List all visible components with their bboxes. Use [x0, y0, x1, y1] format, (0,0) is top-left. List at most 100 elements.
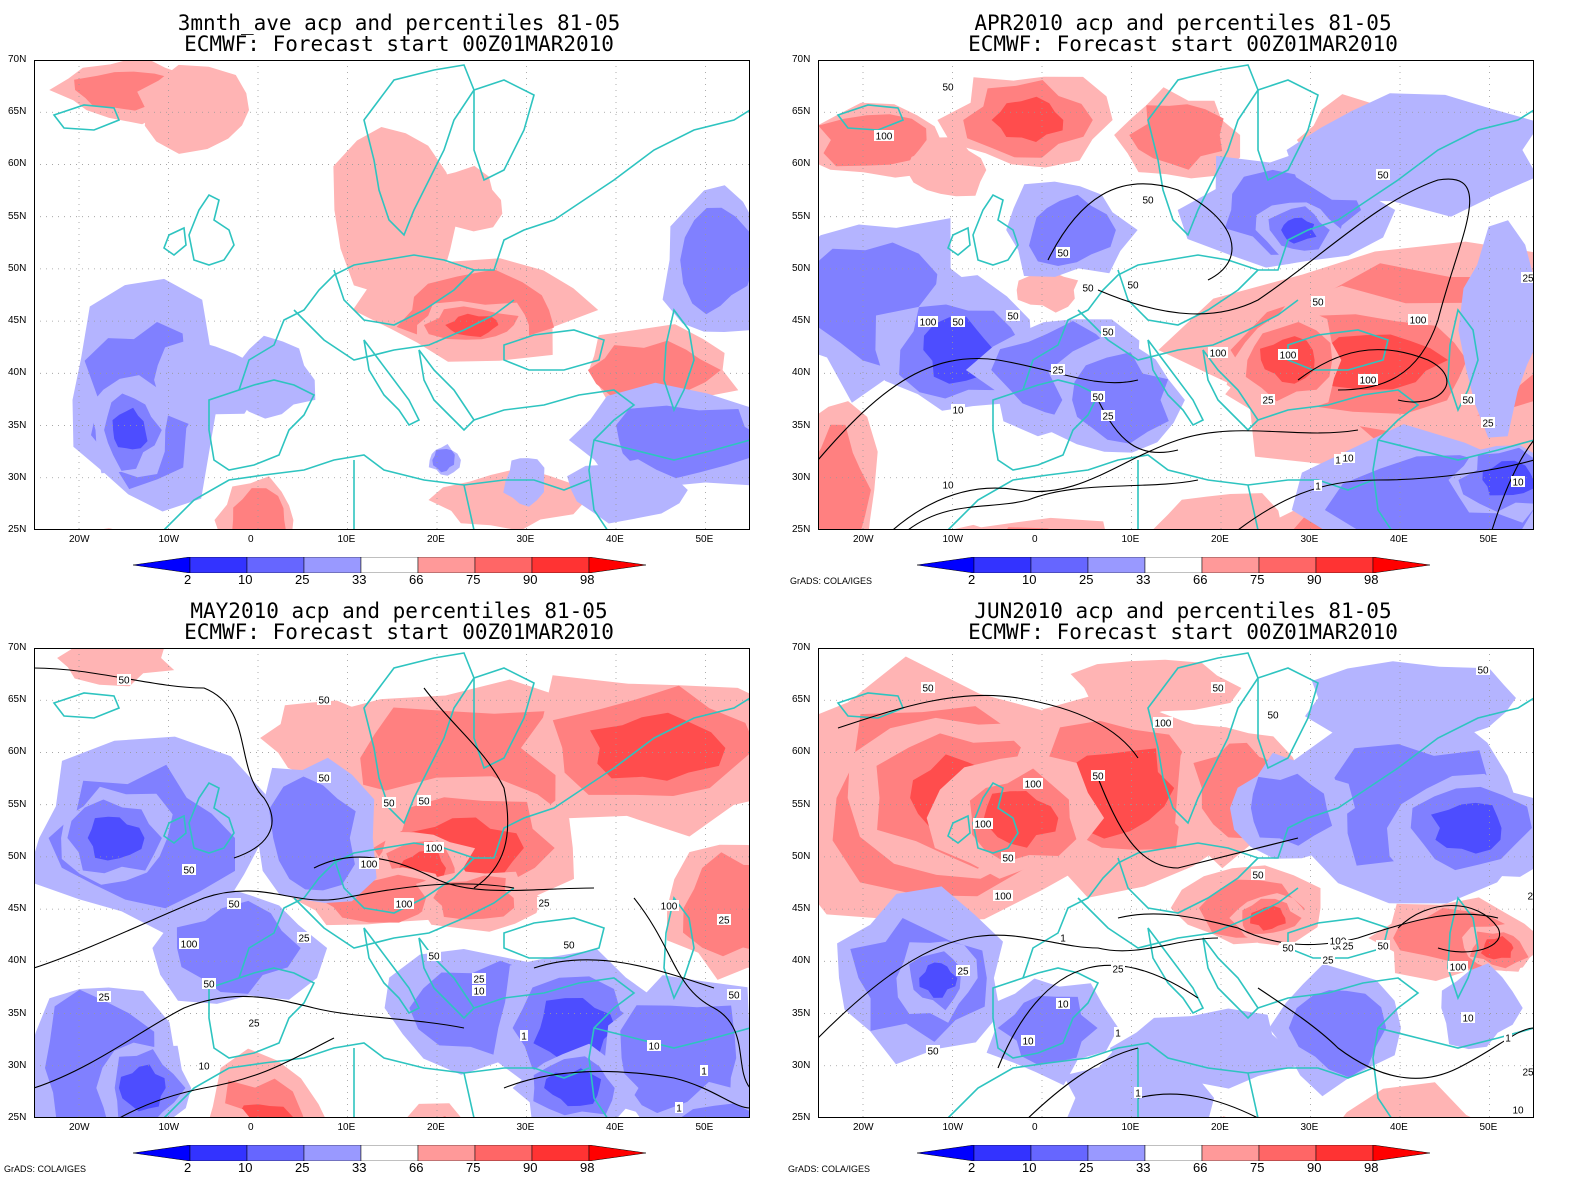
above-percentile-area — [333, 127, 460, 303]
below-percentile-area — [1288, 990, 1387, 1078]
lat-tick-label: 60N — [8, 746, 27, 758]
contour-label-bg — [926, 1045, 940, 1056]
contour-label-bg — [1511, 1104, 1525, 1115]
contour-label: 100 — [1155, 719, 1172, 730]
percentile-map: 50 100 50 50 50 50 100 50 50 50 50 100 25 50 100 100 100… — [818, 60, 1534, 530]
contour-label-bg — [1278, 349, 1298, 360]
colorbar-tick-label: 2 — [968, 1160, 976, 1175]
percentile-shading — [818, 76, 1534, 530]
below-percentile-area — [1072, 352, 1169, 444]
lat-tick-label: 70N — [792, 642, 811, 653]
contour-label-bg — [1001, 852, 1015, 863]
contour-label-bg — [382, 797, 396, 808]
colorbar-segment — [1201, 1145, 1260, 1161]
contour-label: 10 — [1022, 1037, 1034, 1048]
coastlines — [52, 64, 750, 530]
colorbar-tick-label: 25 — [1079, 572, 1094, 587]
colorbar-segment — [1315, 1145, 1374, 1161]
contour-label: 25 — [473, 975, 485, 986]
lon-tick-label: 0 — [248, 534, 254, 545]
contour-label-bg — [297, 932, 311, 943]
contour-label-bg — [918, 316, 938, 327]
colorbar-tick-label: 10 — [1022, 572, 1037, 587]
contour-label-bg — [941, 81, 955, 92]
lat-tick-label: 40N — [8, 955, 27, 967]
contour-label: 10 — [473, 987, 485, 998]
contour-label: 50 — [428, 952, 440, 963]
contour-label: 50 — [728, 991, 740, 1002]
contour-label: 100 — [426, 844, 443, 855]
colorbar-tick-label: 66 — [1193, 1160, 1208, 1175]
lon-tick-label: 30E — [516, 1122, 535, 1133]
colorbar-tick-label: 2 — [184, 1160, 192, 1175]
colorbar-segment — [303, 557, 362, 573]
colorbar-tick-label: 98 — [1364, 572, 1379, 587]
contour-label-bg — [675, 1102, 683, 1113]
contour-label: 25 — [957, 967, 969, 978]
below-percentile-area — [176, 900, 301, 994]
colorbar-tick-label: 75 — [1250, 1160, 1265, 1175]
contour-label: 50 — [1252, 871, 1264, 882]
contour-label: 25 — [248, 1019, 260, 1030]
contour-label-bg — [227, 898, 241, 909]
map-frame — [818, 60, 1534, 530]
contour-label: 50 — [563, 941, 575, 952]
contour-label: 1 — [1315, 482, 1321, 493]
lat-tick-label: 45N — [8, 315, 27, 327]
above-percentile-area — [962, 517, 1106, 530]
colorbar-segment — [973, 1145, 1032, 1161]
colorbar-segment — [246, 1145, 305, 1161]
contour-label: 50 — [922, 684, 934, 695]
lon-tick-label: 0 — [1032, 1122, 1038, 1133]
contour-label-bg — [1281, 942, 1295, 953]
colorbar-tick-label: 90 — [1307, 572, 1322, 587]
contour-label-bg — [941, 479, 955, 490]
panel-subtitle: ECMWF: Forecast start 00Z01MAR2010 — [968, 32, 1398, 56]
contour-label: 25 — [1102, 412, 1114, 423]
contour-label: 1 — [1115, 1029, 1121, 1040]
contour-label-bg — [1211, 682, 1225, 693]
colorbar-tick-label: 90 — [1307, 1160, 1322, 1175]
coastlines — [836, 64, 1534, 530]
map-panel-4: JUN2010 acp and percentiles 81-05 ECMWF:… — [784, 588, 1582, 1186]
above-percentile-area — [428, 467, 587, 530]
contour-label: 1 — [676, 1104, 682, 1115]
contour-label-bg — [1126, 279, 1140, 290]
lat-tick-label: 50N — [8, 262, 27, 274]
contour-label-bg — [472, 973, 486, 984]
contour-label: 50 — [1377, 171, 1389, 182]
lat-tick-label: 65N — [8, 694, 27, 706]
contour-label-bg — [1521, 272, 1534, 283]
contour-label: 10 — [648, 1042, 660, 1053]
lon-tick-label: 10E — [1121, 1122, 1140, 1133]
below-percentile-area — [1431, 802, 1502, 854]
colorbar-tick-label: 75 — [1250, 572, 1265, 587]
colorbar-segment — [1030, 557, 1089, 573]
contour-label-bg — [1314, 480, 1322, 491]
contour-label: 50 — [1312, 298, 1324, 309]
colorbar-tick-label: 25 — [295, 572, 310, 587]
contour-label: 100 — [1025, 780, 1042, 791]
contour-label: 50 — [1057, 249, 1069, 260]
coastlines — [52, 652, 750, 1118]
contour-label: 1 — [1335, 456, 1341, 467]
contour-label-bg — [202, 978, 216, 989]
lon-tick-label: 50E — [1479, 534, 1498, 545]
contour-label: 100 — [1410, 316, 1427, 327]
contour-label: 50 — [203, 980, 215, 991]
colorbar-graphic — [917, 1145, 1431, 1161]
contour-label: 25 — [718, 916, 730, 927]
lat-tick-label: 50N — [8, 850, 27, 862]
contour-label: 50 — [1002, 854, 1014, 865]
above-percentile-area — [1016, 272, 1079, 313]
contour-label-bg — [993, 890, 1013, 901]
colorbar-tick-label: 75 — [466, 572, 481, 587]
colorbar-tick-label: 33 — [1136, 572, 1151, 587]
contour-label-bg — [1051, 364, 1065, 375]
colorbar-segment — [1372, 557, 1431, 573]
lon-tick-label: 50E — [1479, 1122, 1498, 1133]
contour-label: 100 — [920, 318, 937, 329]
lon-tick-label: 10W — [942, 1122, 964, 1133]
lat-tick-label: 45N — [792, 315, 811, 327]
